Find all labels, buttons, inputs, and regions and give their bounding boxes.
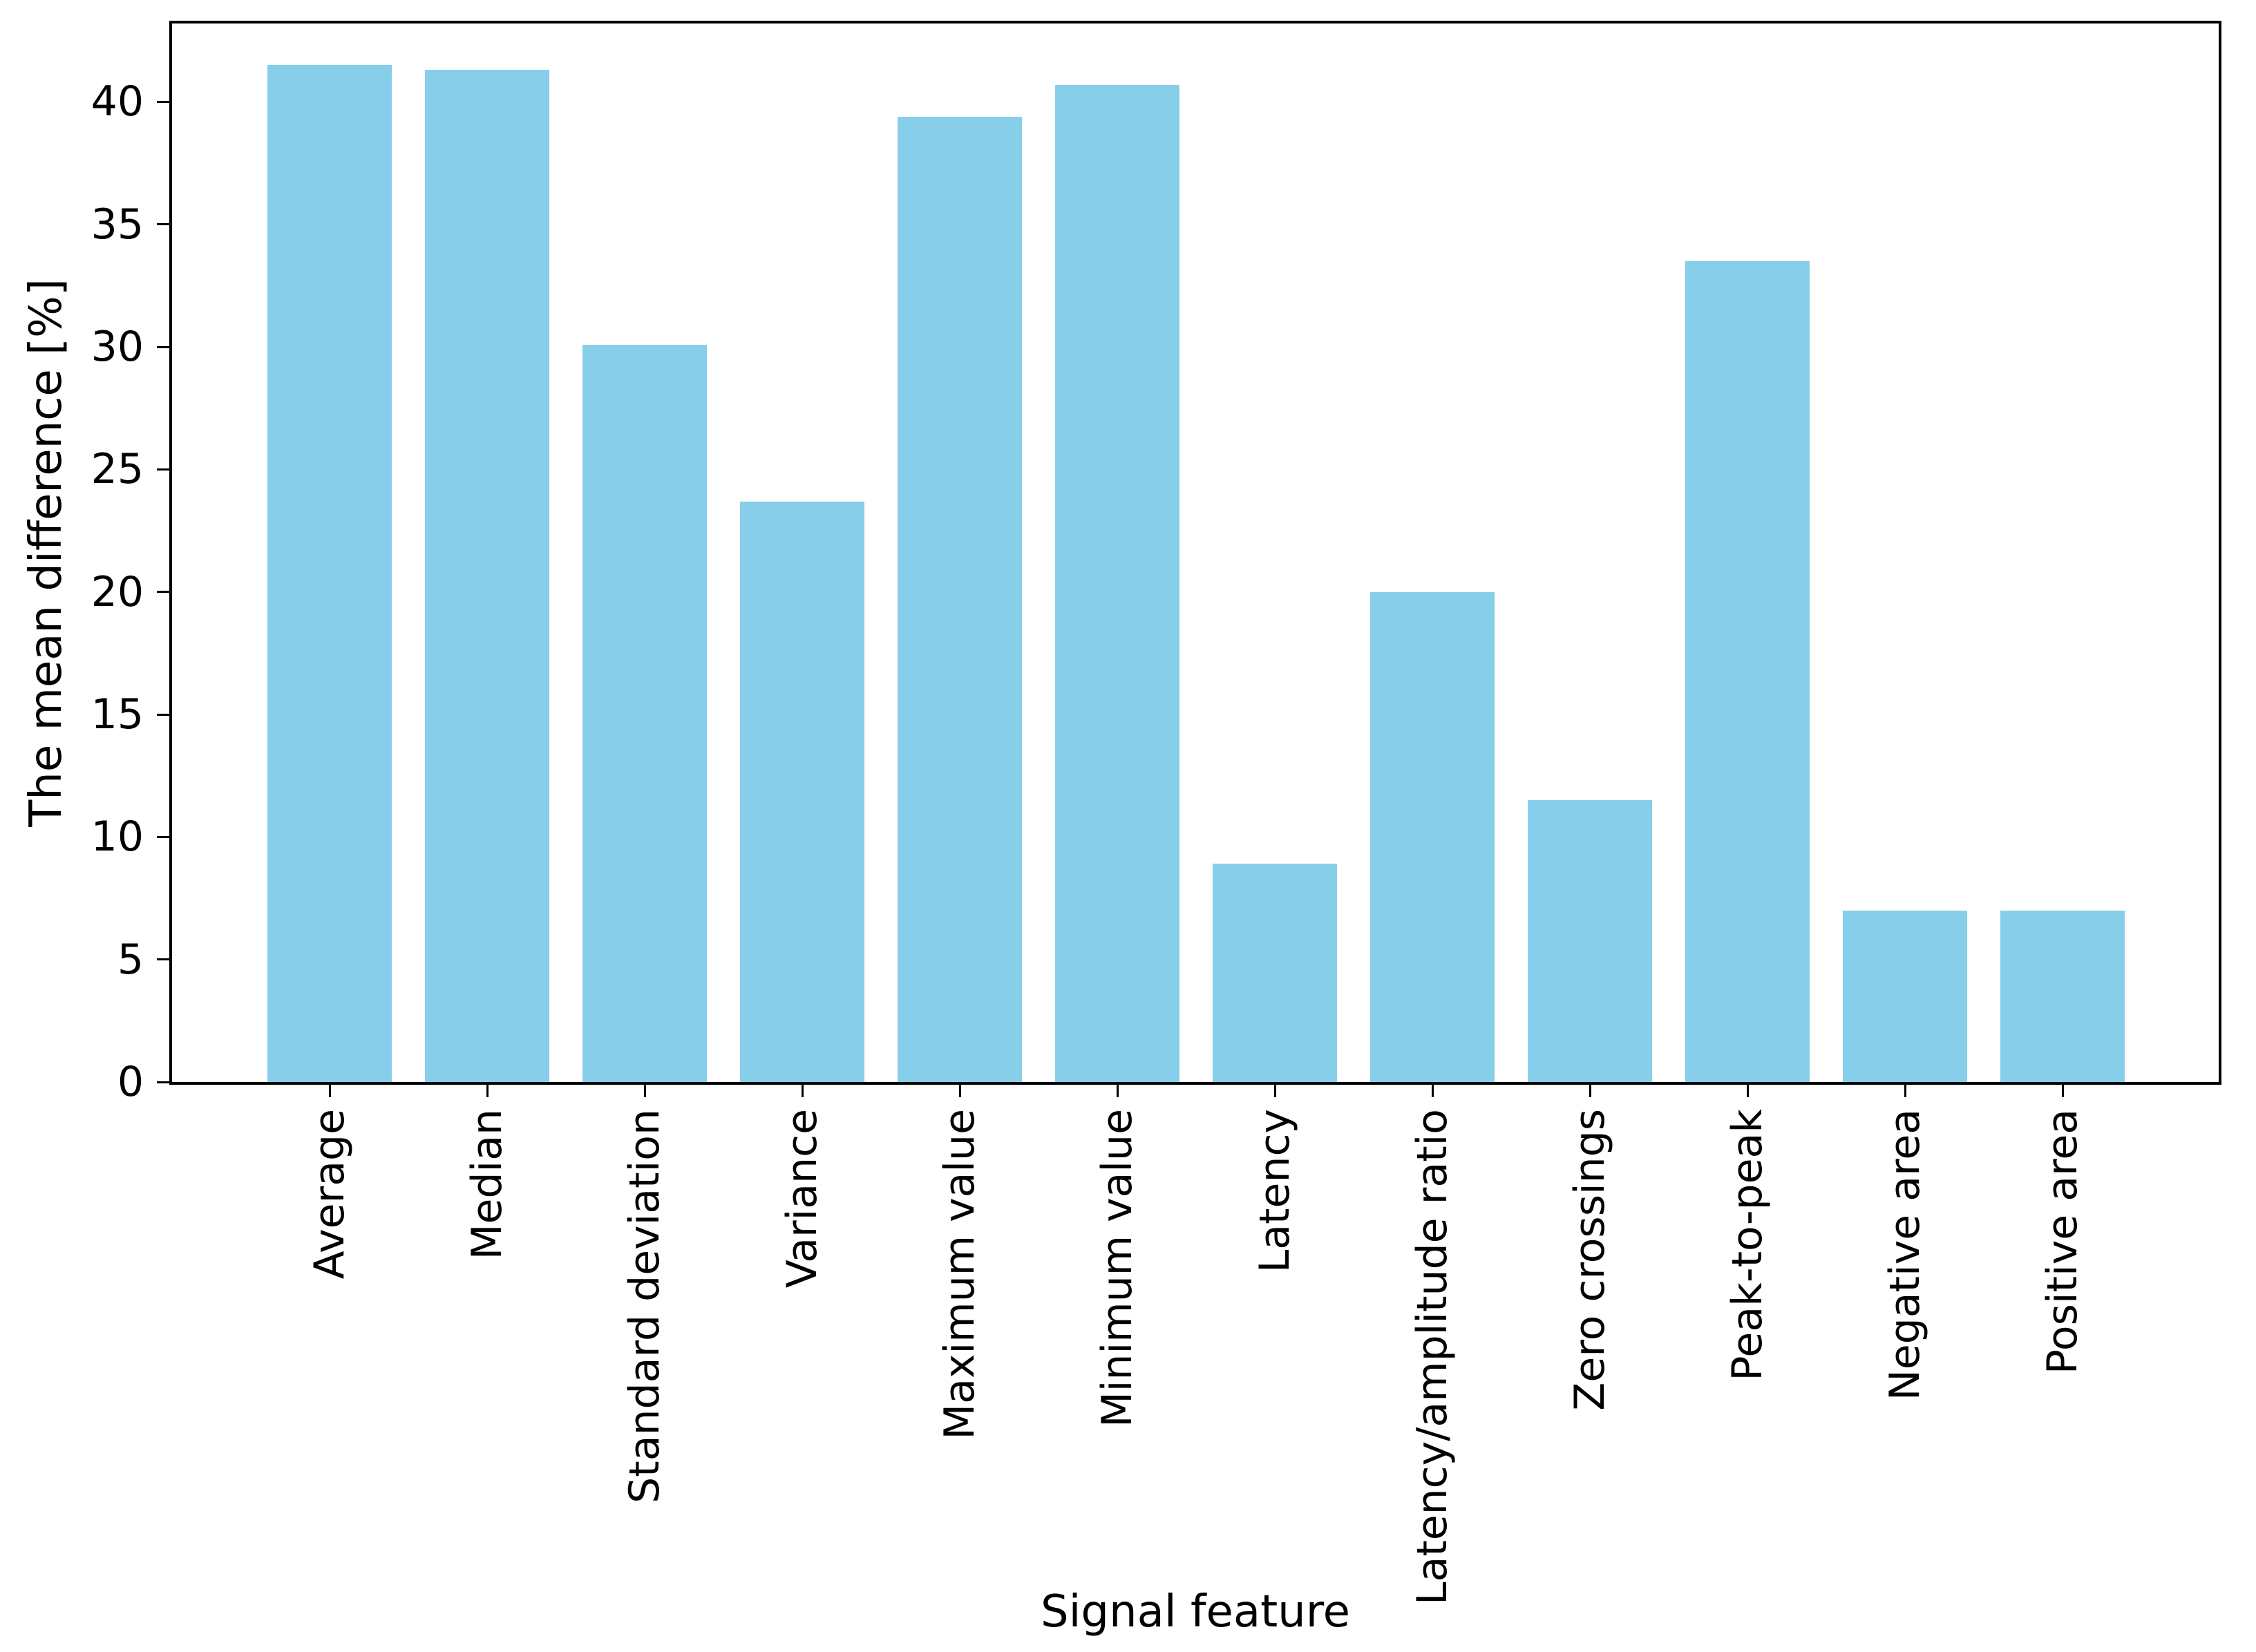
bar-peak-to-peak: [1685, 261, 1810, 1082]
bar-zero-crossings: [1528, 800, 1652, 1082]
y-tick-mark: [157, 1081, 169, 1083]
x-tick-mark: [328, 1085, 331, 1097]
bar-variance: [740, 501, 864, 1082]
x-axis-title: Signal feature: [1041, 1586, 1350, 1637]
x-tick-label: Average: [305, 1109, 354, 1280]
x-tick-label: Positive area: [2038, 1109, 2087, 1375]
x-tick-label: Negative area: [1881, 1109, 1929, 1401]
x-tick-mark: [2061, 1085, 2064, 1097]
bar-positive-area: [2000, 910, 2125, 1082]
y-tick-label: 35: [91, 200, 144, 249]
x-tick-label: Maximum value: [936, 1109, 984, 1440]
bar-standard-deviation: [582, 344, 707, 1082]
y-tick-mark: [157, 713, 169, 716]
y-tick-label: 20: [91, 567, 144, 616]
x-tick-label: Minimum value: [1093, 1109, 1141, 1428]
bar-maximum-value: [898, 116, 1022, 1082]
x-tick-label: Latency: [1251, 1109, 1299, 1273]
bar-latency-amplitude-ratio: [1370, 591, 1495, 1082]
y-tick-label: 10: [91, 813, 144, 862]
x-tick-mark: [1273, 1085, 1276, 1097]
y-tick-mark: [157, 591, 169, 594]
y-tick-mark: [157, 223, 169, 226]
x-tick-label: Peak-to-peak: [1723, 1109, 1772, 1381]
y-tick-mark: [157, 345, 169, 348]
y-tick-label: 25: [91, 445, 144, 494]
y-tick-mark: [157, 958, 169, 961]
y-tick-label: 5: [117, 935, 144, 984]
y-tick-label: 40: [91, 77, 144, 126]
x-tick-mark: [801, 1085, 804, 1097]
x-tick-label: Variance: [778, 1109, 826, 1289]
x-tick-label: Standard deviation: [620, 1109, 669, 1503]
x-tick-mark: [1116, 1085, 1119, 1097]
y-tick-label: 0: [117, 1058, 144, 1106]
y-tick-mark: [157, 100, 169, 103]
x-tick-mark: [958, 1085, 961, 1097]
x-tick-label: Median: [463, 1109, 511, 1260]
x-tick-mark: [1431, 1085, 1434, 1097]
x-tick-label: Latency/amplitude ratio: [1408, 1109, 1457, 1605]
y-tick-label: 15: [91, 690, 144, 739]
x-tick-mark: [486, 1085, 489, 1097]
y-tick-mark: [157, 835, 169, 838]
bar-median: [425, 70, 549, 1082]
y-tick-label: 30: [91, 323, 144, 372]
x-tick-mark: [1589, 1085, 1591, 1097]
y-tick-mark: [157, 468, 169, 471]
bar-minimum-value: [1055, 84, 1179, 1082]
x-tick-mark: [1746, 1085, 1749, 1097]
bar-average: [267, 65, 392, 1082]
x-tick-label: Zero crossings: [1566, 1109, 1614, 1411]
bar-latency: [1213, 864, 1337, 1082]
x-tick-mark: [1904, 1085, 1906, 1097]
bar-negative-area: [1843, 910, 1967, 1082]
x-tick-mark: [643, 1085, 646, 1097]
plot-area: [157, 21, 2221, 1097]
